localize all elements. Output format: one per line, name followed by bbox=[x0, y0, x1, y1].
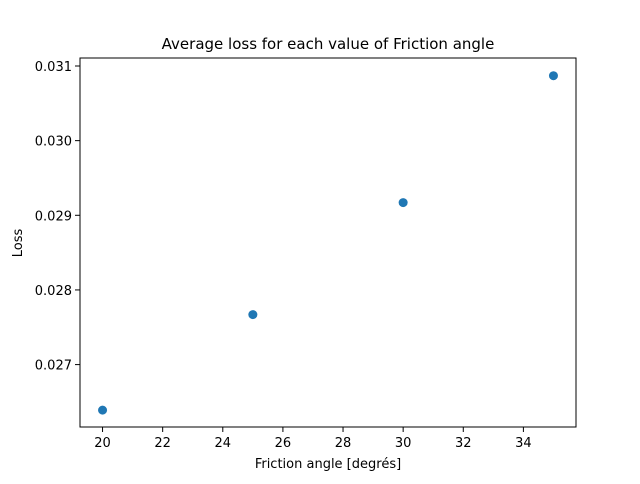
x-axis-label: Friction angle [degrés] bbox=[255, 457, 401, 472]
y-tick-label: 0.029 bbox=[35, 209, 72, 224]
x-axis: 20 22 24 26 28 30 32 34 bbox=[94, 427, 532, 451]
x-tick-label: 26 bbox=[275, 436, 292, 451]
x-tick-label: 24 bbox=[215, 436, 232, 451]
x-tick-label: 34 bbox=[515, 436, 532, 451]
y-tick-label: 0.028 bbox=[35, 284, 72, 299]
scatter-point bbox=[398, 198, 408, 208]
x-tick-label: 32 bbox=[455, 436, 472, 451]
y-tick-label: 0.030 bbox=[35, 135, 72, 150]
y-axis-label: Loss bbox=[11, 229, 26, 258]
x-tick-label: 22 bbox=[154, 436, 171, 451]
plot-area bbox=[98, 71, 558, 415]
x-tick-label: 28 bbox=[335, 436, 352, 451]
scatter-point bbox=[98, 405, 108, 415]
plot-frame bbox=[79, 57, 577, 428]
chart-title: Average loss for each value of Friction … bbox=[162, 35, 495, 53]
scatter-point bbox=[548, 71, 558, 81]
x-tick-label: 30 bbox=[395, 436, 412, 451]
x-tick-label: 20 bbox=[94, 436, 111, 451]
y-tick-label: 0.027 bbox=[35, 359, 72, 374]
scatter-point bbox=[248, 310, 258, 320]
y-axis: 0.027 0.028 0.029 0.030 0.031 bbox=[35, 60, 80, 374]
y-tick-label: 0.031 bbox=[35, 60, 72, 75]
